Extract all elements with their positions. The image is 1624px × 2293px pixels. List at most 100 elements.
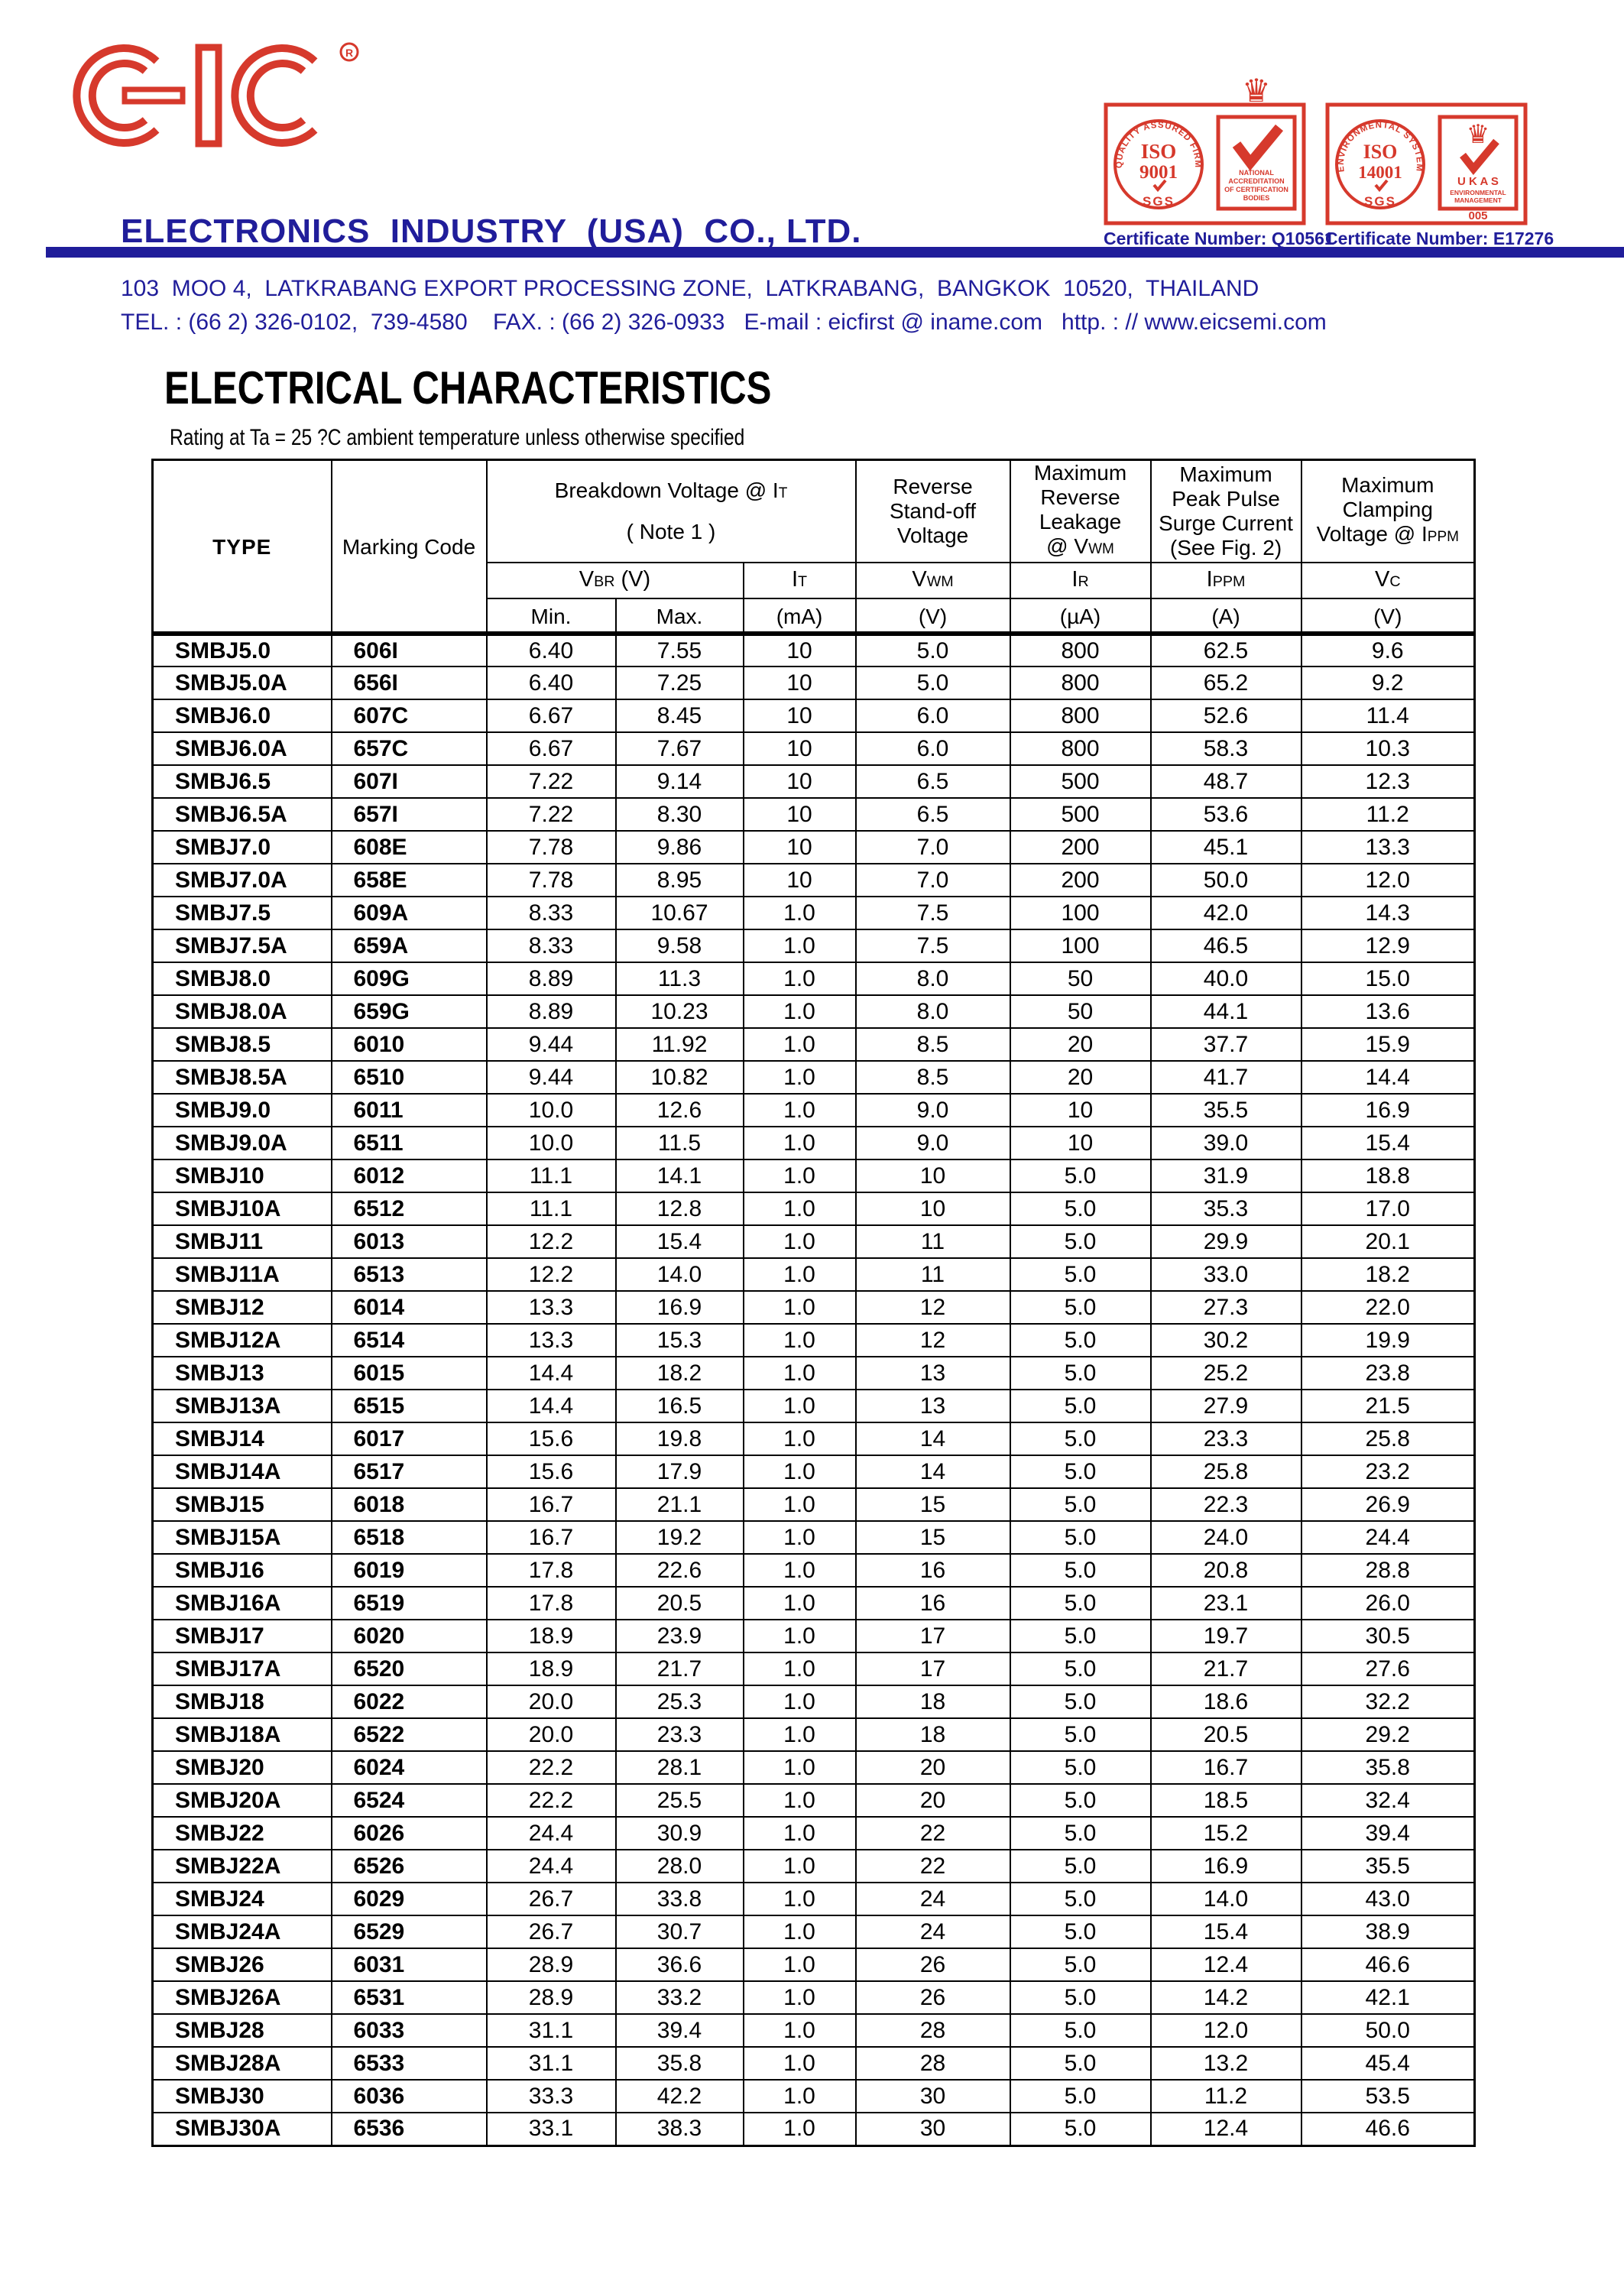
- value-cell: 5.0: [1009, 2112, 1152, 2146]
- value-cell: 5.0: [1009, 1553, 1152, 1588]
- type-cell: SMBJ5.0A: [151, 666, 332, 700]
- unit-ua: (µA): [1009, 598, 1152, 636]
- value-cell: 7.22: [485, 764, 617, 799]
- value-cell: 1.0: [742, 1487, 857, 1522]
- value-cell: 7.67: [614, 731, 744, 766]
- symbol-vbr: VBR (V): [485, 562, 744, 599]
- table-row: SMBJ24A 6529 26.7 30.7 1.0 24 5.0 15.4 38.9: [151, 1915, 1476, 1949]
- marking-code-cell: 6033: [330, 2013, 488, 2048]
- table-row: SMBJ24 6029 26.7 33.8 1.0 24 5.0 14.0 43.0: [151, 1882, 1476, 1916]
- value-cell: 1.0: [742, 1192, 857, 1226]
- marking-code-cell: 6515: [330, 1389, 488, 1423]
- value-cell: 50.0: [1149, 863, 1302, 897]
- value-cell: 5.0: [1009, 1717, 1152, 1752]
- value-cell: 1.0: [742, 1422, 857, 1456]
- value-cell: 20.8: [1149, 1553, 1302, 1588]
- value-cell: 1.0: [742, 1060, 857, 1095]
- value-cell: 6.0: [854, 731, 1011, 766]
- value-cell: 14.0: [614, 1257, 744, 1292]
- value-cell: 6.40: [485, 666, 617, 700]
- value-cell: 10.82: [614, 1060, 744, 1095]
- value-cell: 22.3: [1149, 1487, 1302, 1522]
- value-cell: 7.0: [854, 830, 1011, 864]
- marking-code-cell: 6526: [330, 1849, 488, 1883]
- type-cell: SMBJ5.0: [151, 633, 332, 667]
- value-cell: 50: [1009, 962, 1152, 996]
- value-cell: 1.0: [742, 2112, 857, 2146]
- value-cell: 13.3: [1300, 830, 1476, 864]
- value-cell: 14: [854, 1455, 1011, 1489]
- value-cell: 21.7: [1149, 1652, 1302, 1686]
- marking-code-cell: 6012: [330, 1159, 488, 1193]
- value-cell: 8.5: [854, 1027, 1011, 1062]
- value-cell: 1.0: [742, 1948, 857, 1982]
- value-cell: 22: [854, 1816, 1011, 1850]
- company-name: ELECTRONICS INDUSTRY (USA) CO., LTD.: [121, 212, 862, 250]
- value-cell: 29.9: [1149, 1224, 1302, 1259]
- value-cell: 15.4: [1149, 1915, 1302, 1949]
- type-cell: SMBJ17: [151, 1619, 332, 1653]
- value-cell: 5.0: [1009, 1619, 1152, 1653]
- value-cell: 11.2: [1149, 2079, 1302, 2113]
- marking-code-cell: 659A: [330, 929, 488, 963]
- value-cell: 10: [742, 666, 857, 700]
- marking-code-cell: 6020: [330, 1619, 488, 1653]
- value-cell: 17.8: [485, 1586, 617, 1620]
- value-cell: 16.9: [614, 1290, 744, 1325]
- table-row: SMBJ12A 6514 13.3 15.3 1.0 12 5.0 30.2 19.9: [151, 1323, 1476, 1357]
- value-cell: 15: [854, 1520, 1011, 1555]
- value-cell: 15.2: [1149, 1816, 1302, 1850]
- svg-text:ACCREDITATION: ACCREDITATION: [1228, 177, 1284, 185]
- value-cell: 8.5: [854, 1060, 1011, 1095]
- value-cell: 100: [1009, 896, 1152, 930]
- value-cell: 18.2: [1300, 1257, 1476, 1292]
- value-cell: 26.7: [485, 1915, 617, 1949]
- value-cell: 7.78: [485, 863, 617, 897]
- table-row: SMBJ6.5A 657I 7.22 8.30 10 6.5 500 53.6 11.2: [151, 797, 1476, 832]
- marking-code-cell: 6011: [330, 1093, 488, 1127]
- marking-code-cell: 6512: [330, 1192, 488, 1226]
- value-cell: 11: [854, 1224, 1011, 1259]
- value-cell: 15.4: [1300, 1126, 1476, 1160]
- value-cell: 33.8: [614, 1882, 744, 1916]
- type-cell: SMBJ16A: [151, 1586, 332, 1620]
- value-cell: 1.0: [742, 1126, 857, 1160]
- marking-code-cell: 6019: [330, 1553, 488, 1588]
- value-cell: 30: [854, 2112, 1011, 2146]
- value-cell: 5.0: [1009, 1422, 1152, 1456]
- symbol-vc: VC: [1300, 562, 1476, 599]
- type-cell: SMBJ14A: [151, 1455, 332, 1489]
- table-row: SMBJ17A 6520 18.9 21.7 1.0 17 5.0 21.7 27.6: [151, 1652, 1476, 1686]
- value-cell: 11.4: [1300, 699, 1476, 733]
- value-cell: 9.0: [854, 1093, 1011, 1127]
- value-cell: 11.1: [485, 1192, 617, 1226]
- table-row: SMBJ8.5A 6510 9.44 10.82 1.0 8.5 20 41.7 14.4: [151, 1060, 1476, 1095]
- type-cell: SMBJ22: [151, 1816, 332, 1850]
- value-cell: 5.0: [1009, 1455, 1152, 1489]
- value-cell: 5.0: [1009, 1948, 1152, 1982]
- value-cell: 20.5: [1149, 1717, 1302, 1752]
- type-cell: SMBJ6.5A: [151, 797, 332, 832]
- value-cell: 17: [854, 1619, 1011, 1653]
- table-row: SMBJ6.5 607I 7.22 9.14 10 6.5 500 48.7 12.3: [151, 764, 1476, 799]
- value-cell: 11.5: [614, 1126, 744, 1160]
- value-cell: 8.30: [614, 797, 744, 832]
- value-cell: 36.6: [614, 1948, 744, 1982]
- value-cell: 35.8: [614, 2046, 744, 2081]
- svg-text:U K A S: U K A S: [1457, 175, 1499, 188]
- svg-text:ISO: ISO: [1363, 141, 1398, 163]
- marking-code-cell: 607I: [330, 764, 488, 799]
- type-cell: SMBJ9.0A: [151, 1126, 332, 1160]
- value-cell: 10: [854, 1159, 1011, 1193]
- value-cell: 30.7: [614, 1915, 744, 1949]
- unit-v2: (V): [1300, 598, 1476, 636]
- value-cell: 23.8: [1300, 1356, 1476, 1390]
- marking-code-cell: 609G: [330, 962, 488, 996]
- value-cell: 15.0: [1300, 962, 1476, 996]
- address-line1: 103 MOO 4, LATKRABANG EXPORT PROCESSING …: [121, 276, 1259, 301]
- value-cell: 45.4: [1300, 2046, 1476, 2081]
- svg-text:9001: 9001: [1139, 162, 1178, 183]
- value-cell: 800: [1009, 731, 1152, 766]
- value-cell: 1.0: [742, 1290, 857, 1325]
- value-cell: 14.3: [1300, 896, 1476, 930]
